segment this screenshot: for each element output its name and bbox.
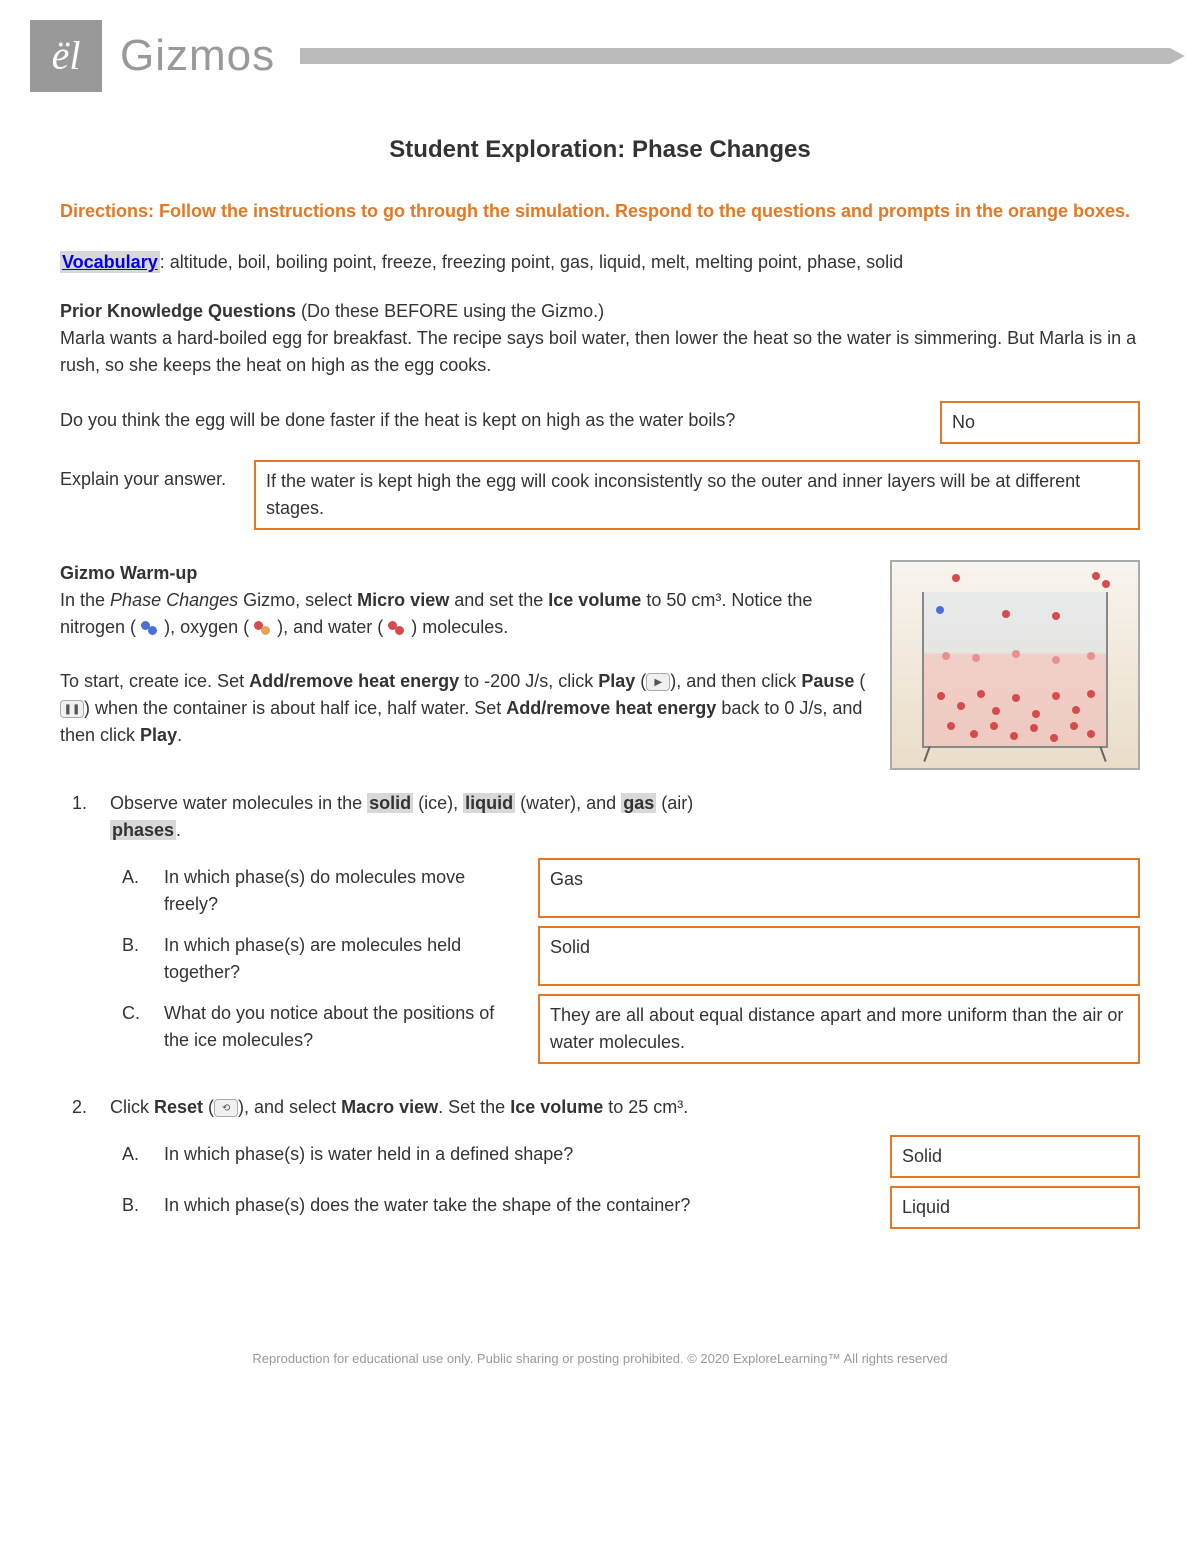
molecule-dot [1002, 610, 1010, 618]
q1c-row: C. What do you notice about the position… [122, 994, 1140, 1064]
q1-sublist: A. In which phase(s) do molecules move f… [122, 858, 1140, 1064]
prior-scenario: Marla wants a hard-boiled egg for breakf… [60, 328, 1136, 375]
oxygen-icon [254, 621, 272, 635]
molecule-dot [977, 690, 985, 698]
prior-knowledge-intro: Prior Knowledge Questions (Do these BEFO… [60, 298, 1140, 379]
q1c-answer[interactable]: They are all about equal distance apart … [538, 994, 1140, 1064]
q2b-letter: B. [122, 1186, 150, 1229]
molecule-dot [1012, 694, 1020, 702]
header: ël Gizmos [0, 0, 1200, 92]
molecule-dot [936, 606, 944, 614]
q2b-question: In which phase(s) does the water take th… [164, 1186, 876, 1229]
q1a-question: In which phase(s) do molecules move free… [164, 858, 524, 918]
question-1: 1. Observe water molecules in the solid … [72, 790, 1140, 844]
pause-icon: ❚❚ [60, 700, 84, 718]
play-icon: ▶ [646, 673, 670, 691]
vocabulary-line: Vocabulary: altitude, boil, boiling poin… [60, 249, 1140, 276]
molecule-dot [1087, 690, 1095, 698]
molecule-dot [937, 692, 945, 700]
q1b-answer[interactable]: Solid [538, 926, 1140, 986]
prior-q2-label: Explain your answer. [60, 460, 240, 530]
q2a-letter: A. [122, 1135, 150, 1178]
q2a-question: In which phase(s) is water held in a def… [164, 1135, 876, 1178]
highlight-solid: solid [367, 793, 413, 813]
molecule-dot [1052, 656, 1060, 664]
warmup-text: Gizmo Warm-up In the Phase Changes Gizmo… [60, 560, 866, 770]
q2-number: 2. [72, 1094, 96, 1121]
reset-icon: ⟲ [214, 1099, 238, 1117]
prior-q2-row: Explain your answer. If the water is kep… [60, 460, 1140, 530]
molecule-dot [972, 654, 980, 662]
q1a-row: A. In which phase(s) do molecules move f… [122, 858, 1140, 918]
prior-heading: Prior Knowledge Questions [60, 301, 296, 321]
molecule-dot [1087, 652, 1095, 660]
molecule-dot [1072, 706, 1080, 714]
water-icon [388, 621, 406, 635]
molecule-dot [1052, 692, 1060, 700]
vocabulary-terms: : altitude, boil, boiling point, freeze,… [160, 252, 903, 272]
header-stripe [300, 48, 1170, 64]
highlight-gas: gas [621, 793, 656, 813]
molecule-dot [1052, 612, 1060, 620]
document-body: Student Exploration: Phase Changes Direc… [0, 92, 1200, 1449]
footer-text: Reproduction for educational use only. P… [60, 1349, 1140, 1409]
prior-q2-answer[interactable]: If the water is kept high the egg will c… [254, 460, 1140, 530]
molecule-dot [992, 707, 1000, 715]
simulation-thumbnail [890, 560, 1140, 770]
molecule-dot [942, 652, 950, 660]
directions-text: Directions: Follow the instructions to g… [60, 198, 1140, 225]
molecule-dot [1102, 580, 1110, 588]
question-list: 1. Observe water molecules in the solid … [72, 790, 1140, 1229]
molecule-dot [947, 722, 955, 730]
molecule-dot [1030, 724, 1038, 732]
q2-body: Click Reset (⟲), and select Macro view. … [110, 1094, 1140, 1121]
prior-q1-answer[interactable]: No [940, 401, 1140, 444]
q1c-question: What do you notice about the positions o… [164, 994, 524, 1064]
q1a-answer[interactable]: Gas [538, 858, 1140, 918]
molecule-dot [952, 574, 960, 582]
warmup-p2: To start, create ice. Set Add/remove hea… [60, 668, 866, 749]
molecule-dot [1032, 710, 1040, 718]
molecule-dot [1012, 650, 1020, 658]
highlight-liquid: liquid [463, 793, 515, 813]
q1c-letter: C. [122, 994, 150, 1064]
prior-q1-label: Do you think the egg will be done faster… [60, 401, 926, 444]
q1b-row: B. In which phase(s) are molecules held … [122, 926, 1140, 986]
molecule-dot [1070, 722, 1078, 730]
q1b-letter: B. [122, 926, 150, 986]
logo-icon: ël [30, 20, 102, 92]
prior-q1-row: Do you think the egg will be done faster… [60, 401, 1140, 444]
q1a-letter: A. [122, 858, 150, 918]
warmup-p1: In the Phase Changes Gizmo, select Micro… [60, 587, 866, 641]
warmup-heading: Gizmo Warm-up [60, 560, 866, 587]
warmup-section: Gizmo Warm-up In the Phase Changes Gizmo… [60, 560, 1140, 770]
page-title: Student Exploration: Phase Changes [60, 132, 1140, 168]
prior-heading-note: (Do these BEFORE using the Gizmo.) [296, 301, 604, 321]
molecule-dot [1010, 732, 1018, 740]
q1-body: Observe water molecules in the solid (ic… [110, 790, 1140, 844]
q2b-row: B. In which phase(s) does the water take… [122, 1186, 1140, 1229]
molecule-dot [1092, 572, 1100, 580]
q2-sublist: A. In which phase(s) is water held in a … [122, 1135, 1140, 1229]
q2a-answer[interactable]: Solid [890, 1135, 1140, 1178]
question-2: 2. Click Reset (⟲), and select Macro vie… [72, 1094, 1140, 1121]
molecule-dot [957, 702, 965, 710]
q1-number: 1. [72, 790, 96, 844]
nitrogen-icon [141, 621, 159, 635]
molecule-dot [970, 730, 978, 738]
molecule-dot [1087, 730, 1095, 738]
brand-name: Gizmos [120, 23, 275, 89]
molecule-dot [990, 722, 998, 730]
vocabulary-link[interactable]: Vocabulary [60, 251, 160, 273]
molecule-dot [1050, 734, 1058, 742]
highlight-phases: phases [110, 820, 176, 840]
q2b-answer[interactable]: Liquid [890, 1186, 1140, 1229]
q1b-question: In which phase(s) are molecules held tog… [164, 926, 524, 986]
q2a-row: A. In which phase(s) is water held in a … [122, 1135, 1140, 1178]
